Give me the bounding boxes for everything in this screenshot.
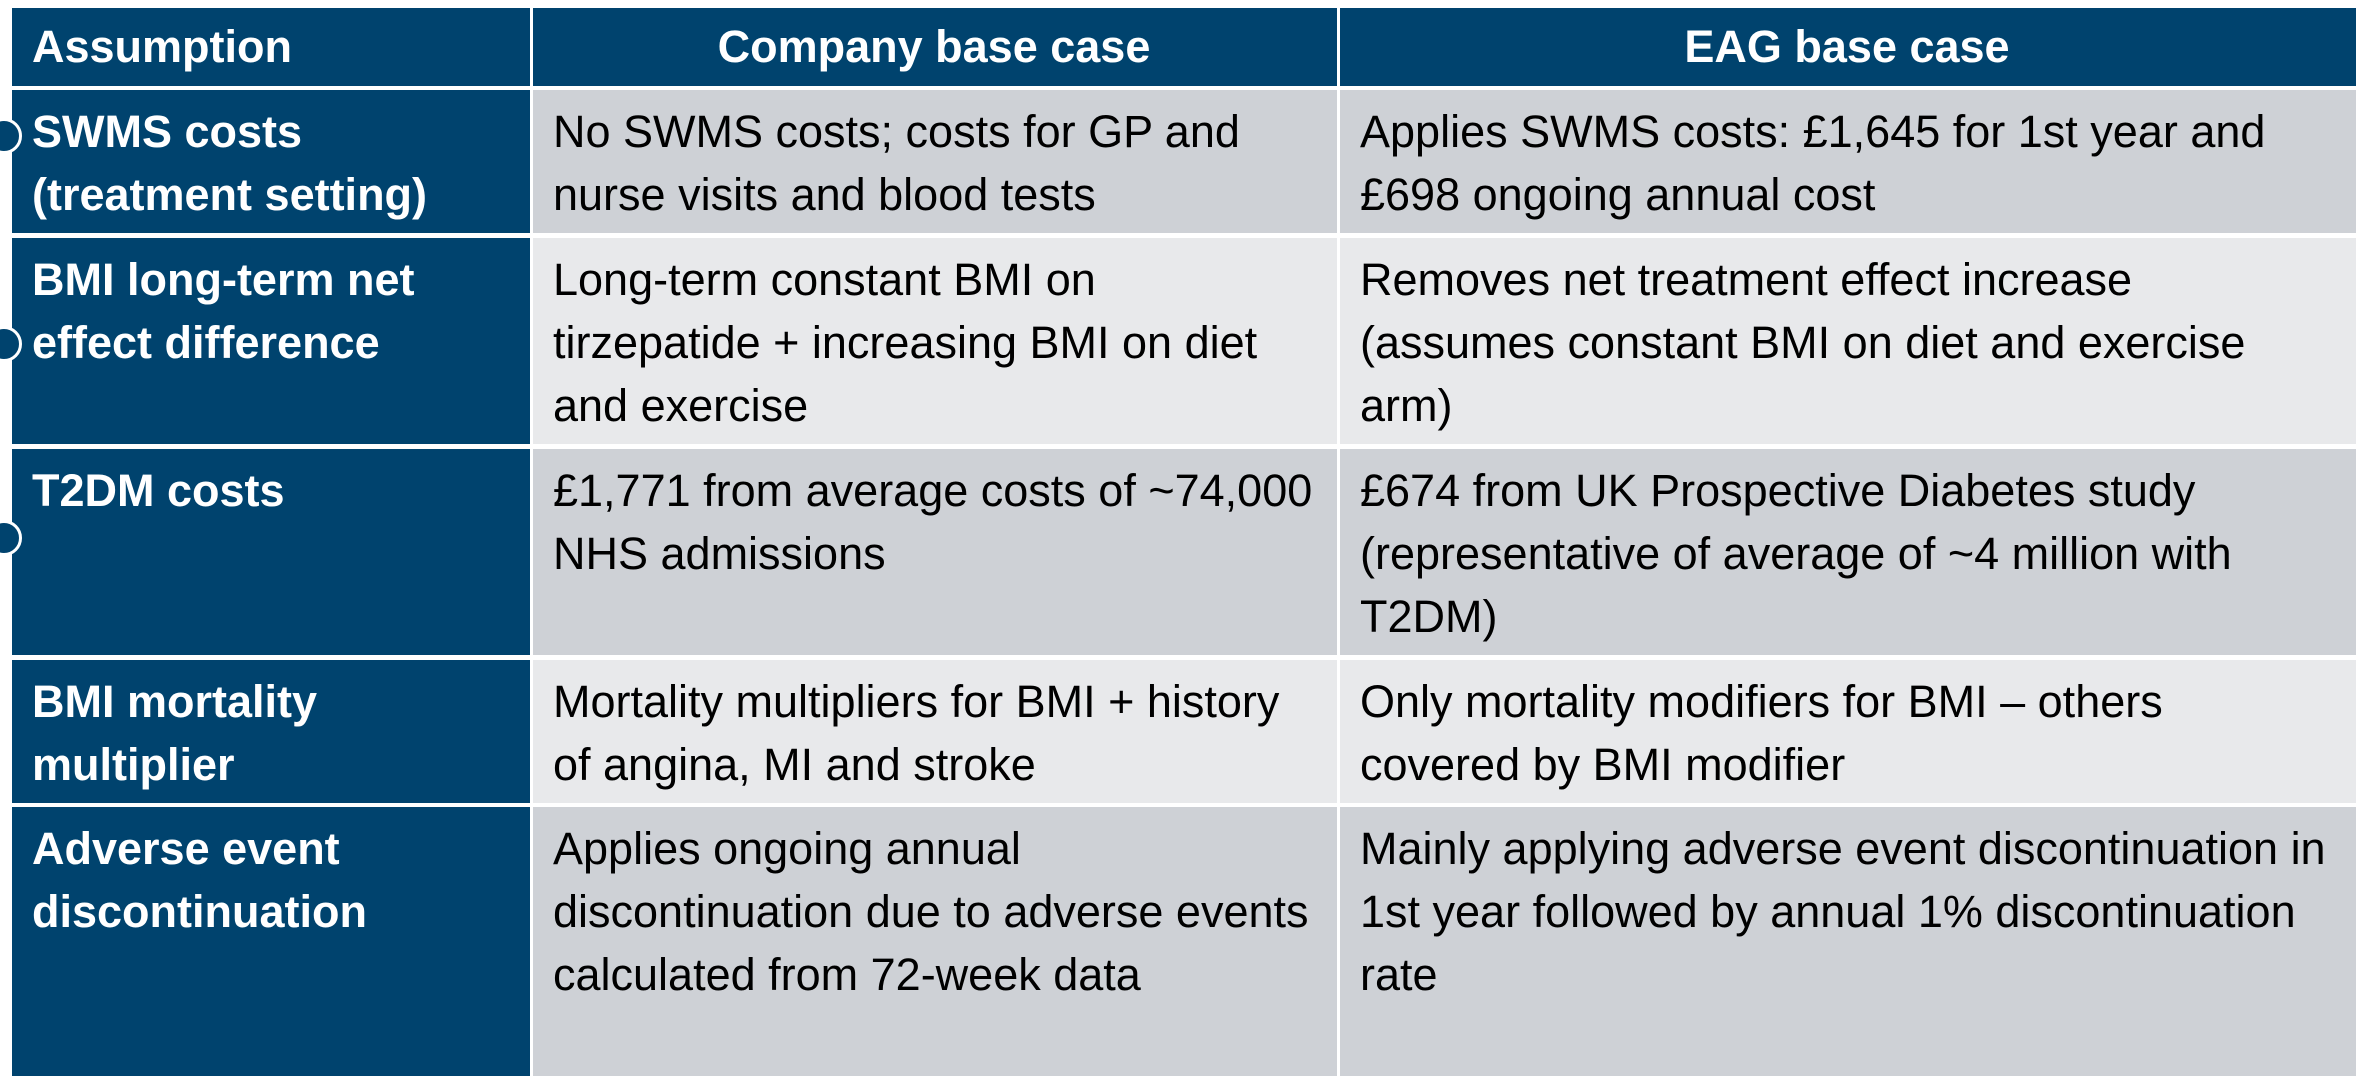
table-cell: Mortality multipliers for BMI + history … bbox=[533, 660, 1337, 803]
row-label: BMI long-term net effect difference bbox=[12, 238, 530, 444]
table-cell: Mainly applying adverse event discontinu… bbox=[1340, 807, 2356, 1076]
row-label: Adverse event discontinuation bbox=[12, 807, 530, 1076]
header-cell: Assumption bbox=[12, 8, 530, 86]
bullet-dot bbox=[0, 118, 22, 154]
table-cell: No SWMS costs; costs for GP and nurse vi… bbox=[533, 90, 1337, 233]
bullet-dot bbox=[0, 520, 22, 556]
table-cell: Applies SWMS costs: £1,645 for 1st year … bbox=[1340, 90, 2356, 233]
row-label: BMI mortality multiplier bbox=[12, 660, 530, 803]
header-cell: EAG base case bbox=[1340, 8, 2356, 86]
row-label: SWMS costs (treatment setting) bbox=[12, 90, 530, 233]
table-cell: £674 from UK Prospective Diabetes study … bbox=[1340, 449, 2356, 655]
bullet-dot bbox=[0, 326, 22, 362]
table-cell: £1,771 from average costs of ~74,000 NHS… bbox=[533, 449, 1337, 655]
row-label: T2DM costs bbox=[12, 449, 530, 655]
header-cell: Company base case bbox=[533, 8, 1337, 86]
table-cell: Only mortality modifiers for BMI – other… bbox=[1340, 660, 2356, 803]
table-cell: Applies ongoing annual discontinuation d… bbox=[533, 807, 1337, 1076]
table-cell: Removes net treatment effect increase (a… bbox=[1340, 238, 2356, 444]
table-cell: Long-term constant BMI on tirzepatide + … bbox=[533, 238, 1337, 444]
